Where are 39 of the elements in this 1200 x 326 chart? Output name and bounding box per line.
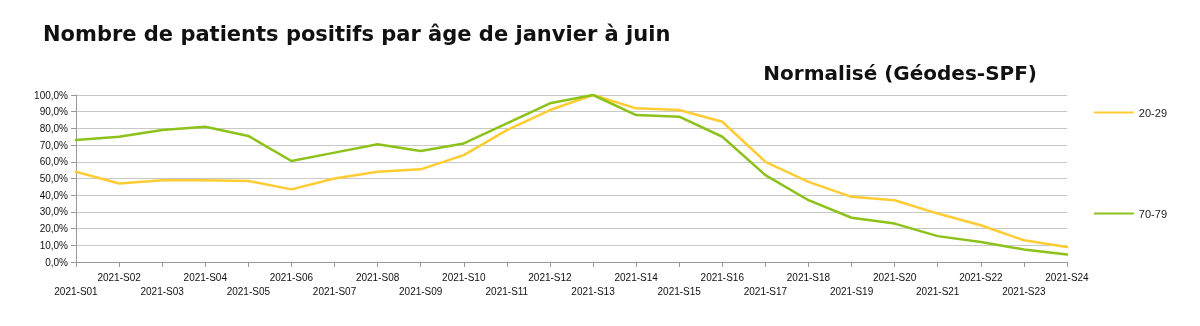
y-tick-label: 30,0% xyxy=(39,206,69,218)
x-tick-label: 2021-S03 xyxy=(140,285,185,297)
x-tick-label: 2021-S08 xyxy=(355,271,400,283)
x-tick-label: 2021-S23 xyxy=(1002,285,1047,297)
x-tick-label: 2021-S17 xyxy=(743,285,788,297)
x-tick-label: 2021-S22 xyxy=(959,271,1003,283)
x-tick-label: 2021-S18 xyxy=(786,271,831,283)
x-tick-label: 2021-S11 xyxy=(485,285,529,297)
y-tick-label: 60,0% xyxy=(39,156,69,168)
legend-label: 70-79 xyxy=(1138,207,1168,220)
x-tick-label: 2021-S12 xyxy=(528,271,573,283)
x-tick-label: 2021-S09 xyxy=(399,285,443,297)
x-tick-label: 2021-S24 xyxy=(1045,271,1090,283)
chart-subtitle: Normalisé (Géodes-SPF) xyxy=(763,61,1038,85)
x-tick-label: 2021-S16 xyxy=(700,271,745,283)
x-tick-label: 2021-S05 xyxy=(226,285,271,297)
y-tick-label: 40,0% xyxy=(39,189,69,201)
y-tick-label: 70,0% xyxy=(39,139,69,151)
x-tick-label: 2021-S21 xyxy=(916,285,960,297)
x-tick-label: 2021-S02 xyxy=(97,271,142,283)
x-tick-label: 2021-S01 xyxy=(54,285,99,297)
y-tick-label: 10,0% xyxy=(39,239,69,251)
y-tick-label: 50,0% xyxy=(39,173,69,184)
x-tick-label: 2021-S20 xyxy=(872,271,917,283)
y-tick-label: 20,0% xyxy=(39,223,69,235)
y-tick-label: 80,0% xyxy=(39,122,69,134)
x-tick-label: 2021-S13 xyxy=(571,285,616,297)
chart-title: Nombre de patients positifs par âge de janvier à juin xyxy=(43,21,671,46)
x-tick-label: 2021-S07 xyxy=(312,285,357,297)
x-tick-label: 2021-S04 xyxy=(183,271,228,283)
y-tick-label: 90,0% xyxy=(39,106,69,118)
x-tick-label: 2021-S15 xyxy=(657,285,702,297)
x-tick-label: 2021-S14 xyxy=(614,271,659,283)
x-tick-label: 2021-S06 xyxy=(269,271,314,283)
x-tick-label: 2021-S19 xyxy=(829,285,874,297)
y-tick-label: 0,0% xyxy=(45,256,69,268)
x-tick-label: 2021-S10 xyxy=(442,271,486,283)
y-tick-label: 100,0% xyxy=(34,89,69,101)
legend-label: 20-29 xyxy=(1138,106,1168,119)
